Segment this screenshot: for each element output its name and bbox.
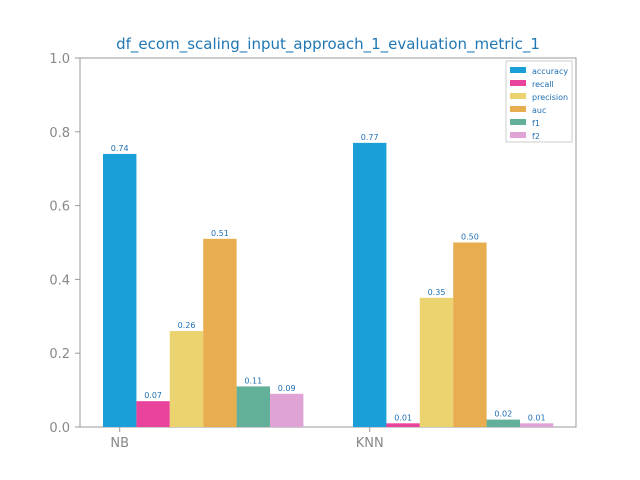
bar-f2-knn: [520, 423, 554, 427]
y-tick-label: 0.4: [49, 273, 70, 288]
bar-auc-knn: [453, 242, 487, 427]
legend: accuracy recall precision auc f1 f2: [505, 60, 573, 143]
x-tick-label: KNN: [356, 436, 384, 451]
legend-label: recall: [532, 80, 554, 89]
y-tick-label: 0.8: [49, 126, 70, 141]
bar-accuracy-knn: [353, 142, 387, 427]
data-label: 0.11: [244, 376, 262, 385]
data-label: 0.07: [144, 391, 162, 400]
data-label: 0.77: [361, 133, 379, 142]
legend-swatch: [510, 119, 526, 125]
legend-label: precision: [532, 93, 568, 102]
data-label: 0.35: [428, 288, 446, 297]
data-label: 0.01: [394, 413, 412, 422]
data-label: 0.02: [494, 410, 512, 419]
legend-label: auc: [532, 106, 546, 115]
bar-precision-nb: [169, 331, 204, 427]
bar-accuracy-nb: [103, 153, 137, 427]
data-label: 0.26: [178, 321, 196, 330]
legend-label: f2: [532, 132, 540, 141]
y-tick-label: 0.0: [49, 421, 70, 436]
y-tick-label: 0.2: [49, 347, 70, 362]
data-label: 0.50: [461, 233, 479, 242]
bar-f1-nb: [236, 386, 270, 427]
bar-f2-nb: [270, 393, 304, 427]
bar-recall-knn: [386, 423, 420, 427]
x-axis: NB KNN: [110, 427, 384, 451]
data-label: 0.01: [528, 413, 546, 422]
bar-f1-knn: [486, 419, 520, 427]
data-label: 0.51: [211, 229, 229, 238]
plot-frame: [79, 57, 577, 428]
legend-box: [505, 60, 573, 143]
bar-precision-knn: [419, 297, 454, 427]
x-tick-label: NB: [110, 436, 129, 451]
data-label: 0.09: [278, 384, 296, 393]
legend-label: f1: [532, 119, 540, 128]
bar-auc-nb: [203, 238, 237, 427]
legend-swatch: [510, 93, 526, 99]
legend-swatch: [510, 80, 526, 86]
chart-title: df_ecom_scaling_input_approach_1_evaluat…: [116, 35, 540, 54]
legend-swatch: [510, 132, 526, 138]
data-label: 0.74: [111, 144, 129, 153]
y-tick-label: 0.6: [49, 200, 70, 215]
legend-label: accuracy: [532, 67, 568, 76]
y-axis: 0.0 0.2 0.4 0.6 0.8 1.0: [49, 52, 80, 436]
bar-recall-nb: [136, 401, 170, 427]
bars-group: 0.74 0.07 0.26 0.51 0.11 0.09 0.77 0.01 0.35 0.50…: [103, 133, 554, 427]
legend-swatch: [510, 106, 526, 112]
y-tick-label: 1.0: [49, 52, 70, 67]
legend-swatch: [510, 67, 526, 73]
